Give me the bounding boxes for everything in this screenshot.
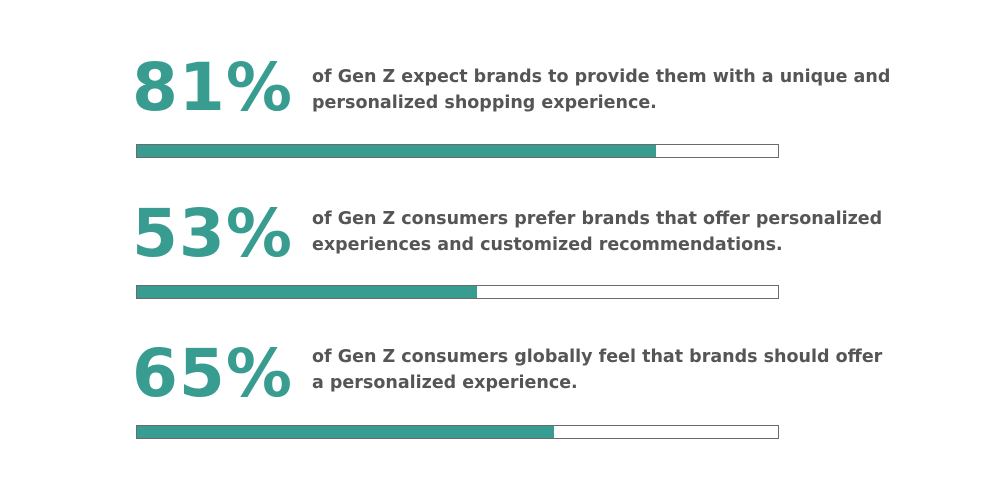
stat-percentage: 53% bbox=[132, 195, 293, 272]
stat-description: of Gen Z expect brands to provide them w… bbox=[312, 67, 891, 113]
stat-item-2: 65% of Gen Z consumers globally feel tha… bbox=[0, 280, 1000, 439]
progress-bar-track bbox=[136, 285, 779, 299]
stat-item-0: 81% of Gen Z expect brands to provide th… bbox=[0, 0, 1000, 158]
stat-percentage: 81% bbox=[132, 49, 293, 126]
progress-bar-fill bbox=[137, 145, 657, 157]
progress-bar-fill bbox=[137, 286, 477, 298]
progress-bar-fill bbox=[137, 426, 554, 438]
progress-bar-track bbox=[136, 144, 779, 158]
stat-description: of Gen Z consumers prefer brands that of… bbox=[312, 209, 883, 255]
progress-bar-track bbox=[136, 425, 779, 439]
stat-description: of Gen Z consumers globally feel that br… bbox=[312, 347, 883, 393]
stat-item-1: 53% of Gen Z consumers prefer brands tha… bbox=[0, 140, 1000, 299]
stat-percentage: 65% bbox=[132, 335, 293, 412]
